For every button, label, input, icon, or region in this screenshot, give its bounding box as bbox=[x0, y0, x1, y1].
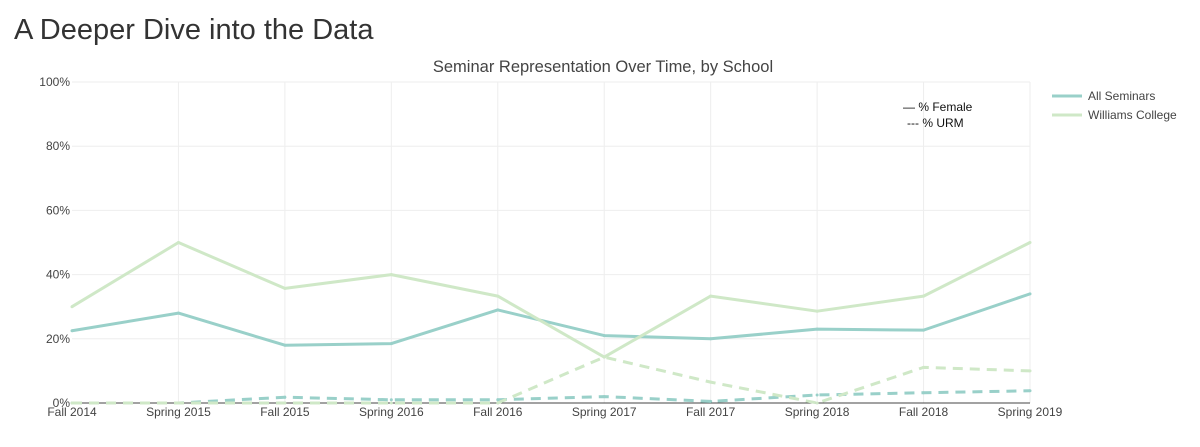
y-tick-label: 60% bbox=[46, 203, 70, 217]
x-tick-label: Fall 2016 bbox=[473, 405, 523, 419]
data-point-all-seminars-female bbox=[1028, 292, 1032, 296]
legend-label: Williams College bbox=[1088, 108, 1177, 122]
data-point-williams-college-urm bbox=[283, 401, 287, 405]
y-tick-label: 0% bbox=[53, 396, 71, 410]
series-legend: All Seminars Williams College bbox=[1052, 89, 1177, 122]
data-point-williams-college-urm bbox=[602, 355, 606, 359]
data-point-williams-college-female bbox=[70, 305, 74, 309]
x-tick-label: Fall 2015 bbox=[260, 405, 310, 419]
series-line-williams-college-female bbox=[71, 241, 1031, 359]
page-heading: A Deeper Dive into the Data bbox=[14, 14, 374, 46]
x-tick-label: Spring 2019 bbox=[998, 405, 1063, 419]
data-point-all-seminars-urm bbox=[922, 391, 926, 395]
x-tick-label: Fall 2018 bbox=[899, 405, 949, 419]
data-point-williams-college-female bbox=[709, 294, 713, 298]
data-point-williams-college-female bbox=[176, 241, 180, 244]
line-style-legend-entry: --- % URM bbox=[907, 116, 964, 130]
data-point-all-seminars-urm bbox=[389, 398, 393, 402]
x-tick-label: Spring 2016 bbox=[359, 405, 424, 419]
data-point-all-seminars-female bbox=[389, 342, 393, 346]
data-point-all-seminars-urm bbox=[815, 393, 819, 397]
data-point-williams-college-urm bbox=[389, 401, 393, 405]
data-point-williams-college-female bbox=[922, 294, 926, 298]
data-point-williams-college-female bbox=[283, 286, 287, 290]
data-point-all-seminars-female bbox=[496, 308, 500, 312]
x-tick-label: Spring 2015 bbox=[146, 405, 211, 419]
data-point-williams-college-urm bbox=[70, 401, 74, 405]
data-point-williams-college-urm bbox=[496, 401, 500, 405]
data-point-all-seminars-female bbox=[815, 327, 819, 331]
data-point-all-seminars-urm bbox=[709, 399, 713, 403]
data-point-all-seminars-urm bbox=[496, 398, 500, 402]
x-tick-label: Fall 2017 bbox=[686, 405, 736, 419]
data-point-williams-college-female bbox=[815, 309, 819, 313]
data-point-williams-college-urm bbox=[176, 401, 180, 405]
grid-layer bbox=[72, 81, 1031, 403]
x-tick-label: Spring 2017 bbox=[572, 405, 637, 419]
line-style-legend-entry: — % Female bbox=[903, 100, 973, 114]
data-point-all-seminars-female bbox=[283, 343, 287, 347]
series-layer bbox=[70, 241, 1032, 405]
y-tick-label: 80% bbox=[46, 139, 70, 153]
x-tick-label: Spring 2018 bbox=[785, 405, 850, 419]
line-style-legend: — % Female --- % URM bbox=[903, 100, 973, 130]
data-point-all-seminars-female bbox=[602, 334, 606, 338]
y-tick-label: 100% bbox=[39, 75, 70, 89]
data-point-williams-college-female bbox=[1028, 241, 1032, 244]
data-point-all-seminars-female bbox=[176, 311, 180, 315]
series-line-all-seminars-female bbox=[71, 292, 1031, 347]
data-point-all-seminars-female bbox=[70, 329, 74, 333]
series-line-williams-college-urm bbox=[72, 355, 1031, 405]
data-point-all-seminars-urm bbox=[1028, 389, 1032, 393]
data-point-all-seminars-female bbox=[922, 328, 926, 332]
y-tick-label: 20% bbox=[46, 332, 70, 346]
x-tick-label: Fall 2014 bbox=[47, 405, 97, 419]
legend-label: All Seminars bbox=[1088, 89, 1155, 103]
data-point-williams-college-female bbox=[496, 294, 500, 298]
chart-title: Seminar Representation Over Time, by Sch… bbox=[433, 58, 773, 76]
data-point-williams-college-urm bbox=[709, 380, 713, 384]
y-tick-label: 40% bbox=[46, 268, 70, 282]
data-point-williams-college-urm bbox=[1028, 369, 1032, 373]
data-point-williams-college-urm bbox=[815, 401, 819, 405]
series-line-all-seminars-urm bbox=[72, 389, 1031, 405]
data-point-williams-college-urm bbox=[922, 365, 926, 369]
data-point-all-seminars-urm bbox=[283, 395, 287, 399]
data-point-all-seminars-female bbox=[709, 337, 713, 341]
data-point-williams-college-female bbox=[389, 273, 393, 277]
data-point-all-seminars-urm bbox=[602, 395, 606, 399]
axis-layer: 0% 20% 40% 60% 80% 100% Fall 2014 Spring 2015 Fa… bbox=[39, 75, 1062, 419]
